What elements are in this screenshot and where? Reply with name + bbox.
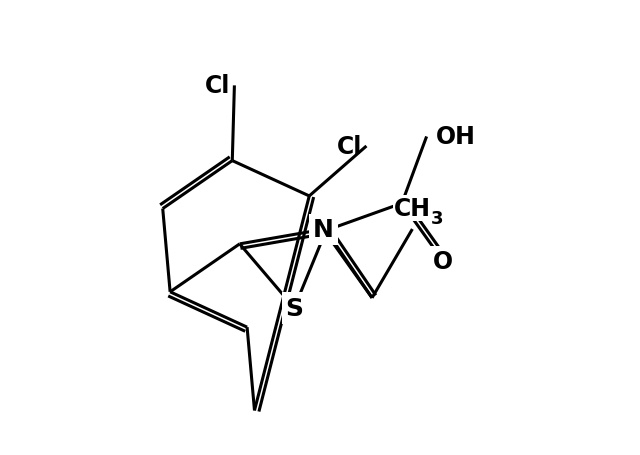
Text: O: O [433, 250, 453, 274]
Text: N: N [313, 218, 334, 242]
Text: Cl: Cl [205, 74, 230, 98]
Text: CH: CH [394, 197, 431, 221]
Text: S: S [285, 296, 303, 320]
Text: Cl: Cl [337, 135, 362, 159]
Text: 3: 3 [431, 209, 444, 228]
Text: OH: OH [436, 125, 476, 149]
